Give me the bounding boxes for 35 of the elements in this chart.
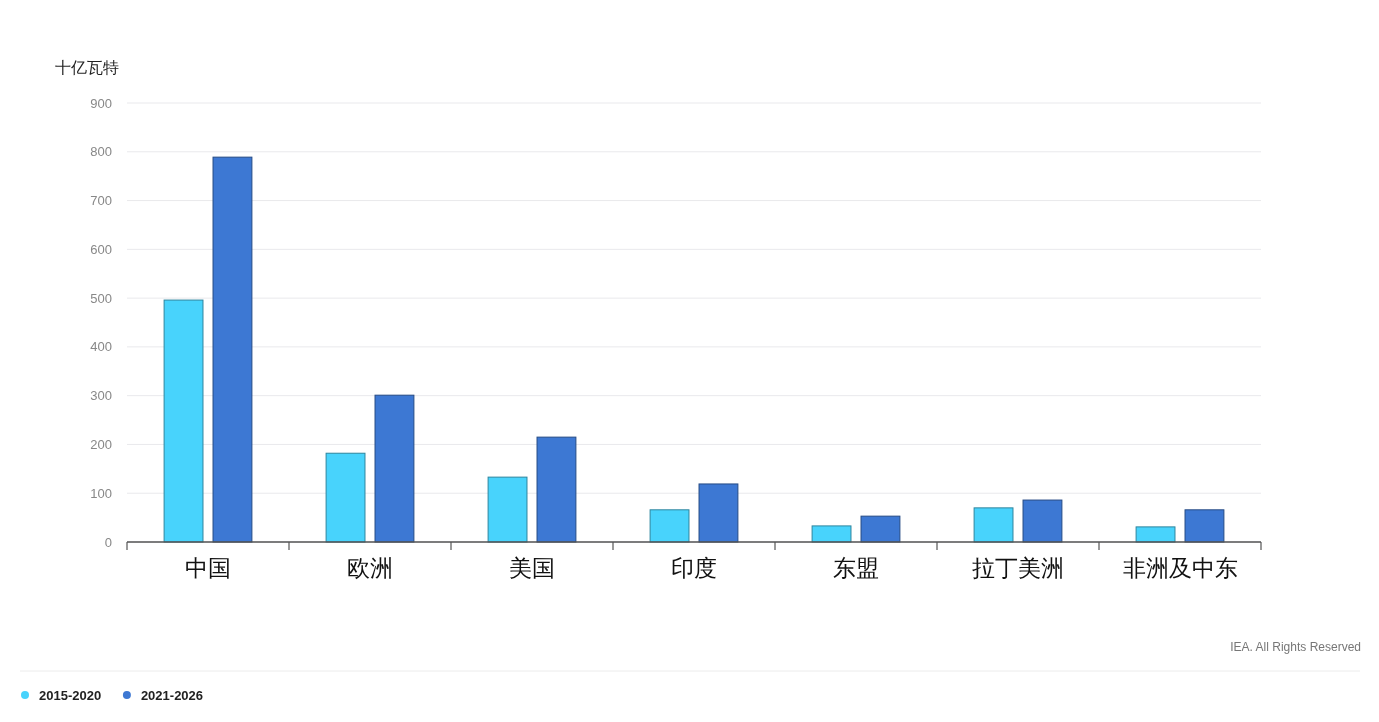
y-tick-label: 300 [90,388,112,404]
y-tick-label: 400 [90,339,112,355]
bar [374,394,415,543]
bar [212,156,253,543]
bar [325,452,366,543]
x-tick-label: 欧洲 [347,555,393,582]
bar [1022,499,1063,543]
x-tick-label: 印度 [671,555,717,582]
y-tick-label: 900 [90,95,112,111]
y-tick-label: 200 [90,436,112,452]
y-tick-label: 800 [90,144,112,160]
x-tick-label: 美国 [509,555,555,582]
y-axis-title: 十亿瓦特 [55,58,119,76]
text: IEA. All Rights Reserved [1230,640,1361,655]
y-tick-label: 100 [90,485,112,501]
bar [163,299,204,543]
y-tick-label: 600 [90,241,112,257]
y-tick-label: 700 [90,193,112,209]
x-tick-label: 非洲及中东 [1122,555,1238,582]
y-tick-label: 500 [90,290,112,306]
bar [649,509,690,543]
x-tick-label: 中国 [185,555,231,582]
bar [860,515,901,543]
bar [698,483,739,543]
legend-label: 2021-2026 [140,687,204,703]
legend-label: 2015-2020 [39,687,102,703]
bar [1184,509,1225,543]
bar [811,525,852,543]
bar [973,507,1014,543]
bar [1135,526,1176,543]
bar [487,476,528,543]
x-tick-label: 东盟 [833,555,879,582]
x-tick-label: 拉丁美洲 [972,555,1064,582]
y-tick-label: 0 [104,534,112,550]
bar [536,436,577,543]
